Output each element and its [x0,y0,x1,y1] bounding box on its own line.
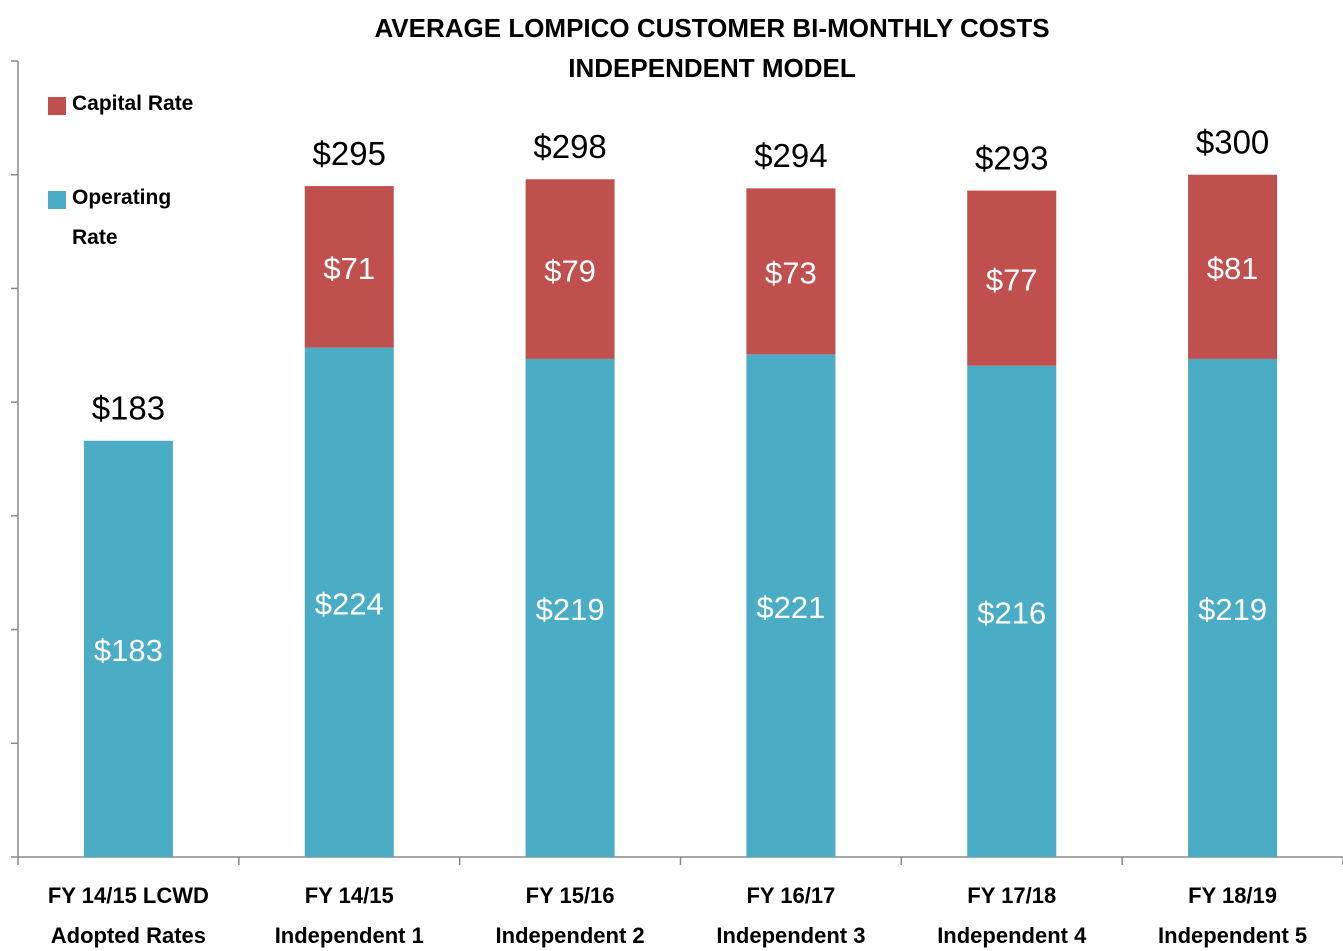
total-label: $295 [313,135,386,172]
data-label: $73 [765,256,817,291]
data-label: $183 [94,633,163,668]
legend: Capital Rate Operating Rate [48,92,223,322]
total-label: $183 [92,390,165,427]
data-label: $81 [1207,251,1259,286]
data-label: $224 [315,586,384,621]
data-label: $77 [986,262,1038,297]
data-label: $219 [536,592,605,627]
bar-segment [967,190,1057,366]
x-tick-label: FY 16/17 [746,883,835,908]
x-tick-label: Independent 3 [716,923,865,948]
x-tick-label: Independent 1 [275,923,424,948]
data-label: $71 [323,251,375,286]
legend-label: Operating Rate [72,186,172,249]
x-tick-label: Independent 4 [937,923,1087,948]
bar-segment [83,440,173,857]
bar-segment [1188,358,1278,857]
chart-title: INDEPENDENT MODEL [568,53,856,83]
legend-swatch [48,97,66,115]
data-label: $221 [756,590,825,625]
x-tick-label: Independent 5 [1158,923,1307,948]
total-label: $298 [533,128,606,165]
total-label: $294 [754,137,827,174]
x-tick-label: FY 18/19 [1188,883,1277,908]
bar-segment [746,354,836,857]
bar-segment [304,186,394,348]
x-tick-label: FY 14/15 LCWD [48,883,209,908]
bar-segment [525,358,615,857]
x-tick-label: Adopted Rates [51,923,206,948]
legend-item: Operating Rate [48,186,223,258]
x-tick-label: FY 17/18 [967,883,1056,908]
bar-segment [304,347,394,857]
data-label: $79 [544,253,596,288]
chart-title: AVERAGE LOMPICO CUSTOMER BI-MONTHLY COST… [374,13,1049,43]
x-tick-label: Independent 2 [496,923,645,948]
legend-item: Capital Rate [48,92,223,124]
total-label: $300 [1196,123,1269,160]
data-label: $219 [1198,592,1267,627]
legend-swatch [48,191,66,209]
bar-segment [1188,174,1278,359]
bar-segment [967,365,1057,857]
data-label: $216 [977,596,1046,631]
legend-label: Capital Rate [72,92,194,115]
x-tick-label: FY 14/15 [305,883,394,908]
bar-segment [746,188,836,355]
total-label: $293 [975,139,1048,176]
bar-segment [525,179,615,359]
x-tick-label: FY 15/16 [526,883,615,908]
